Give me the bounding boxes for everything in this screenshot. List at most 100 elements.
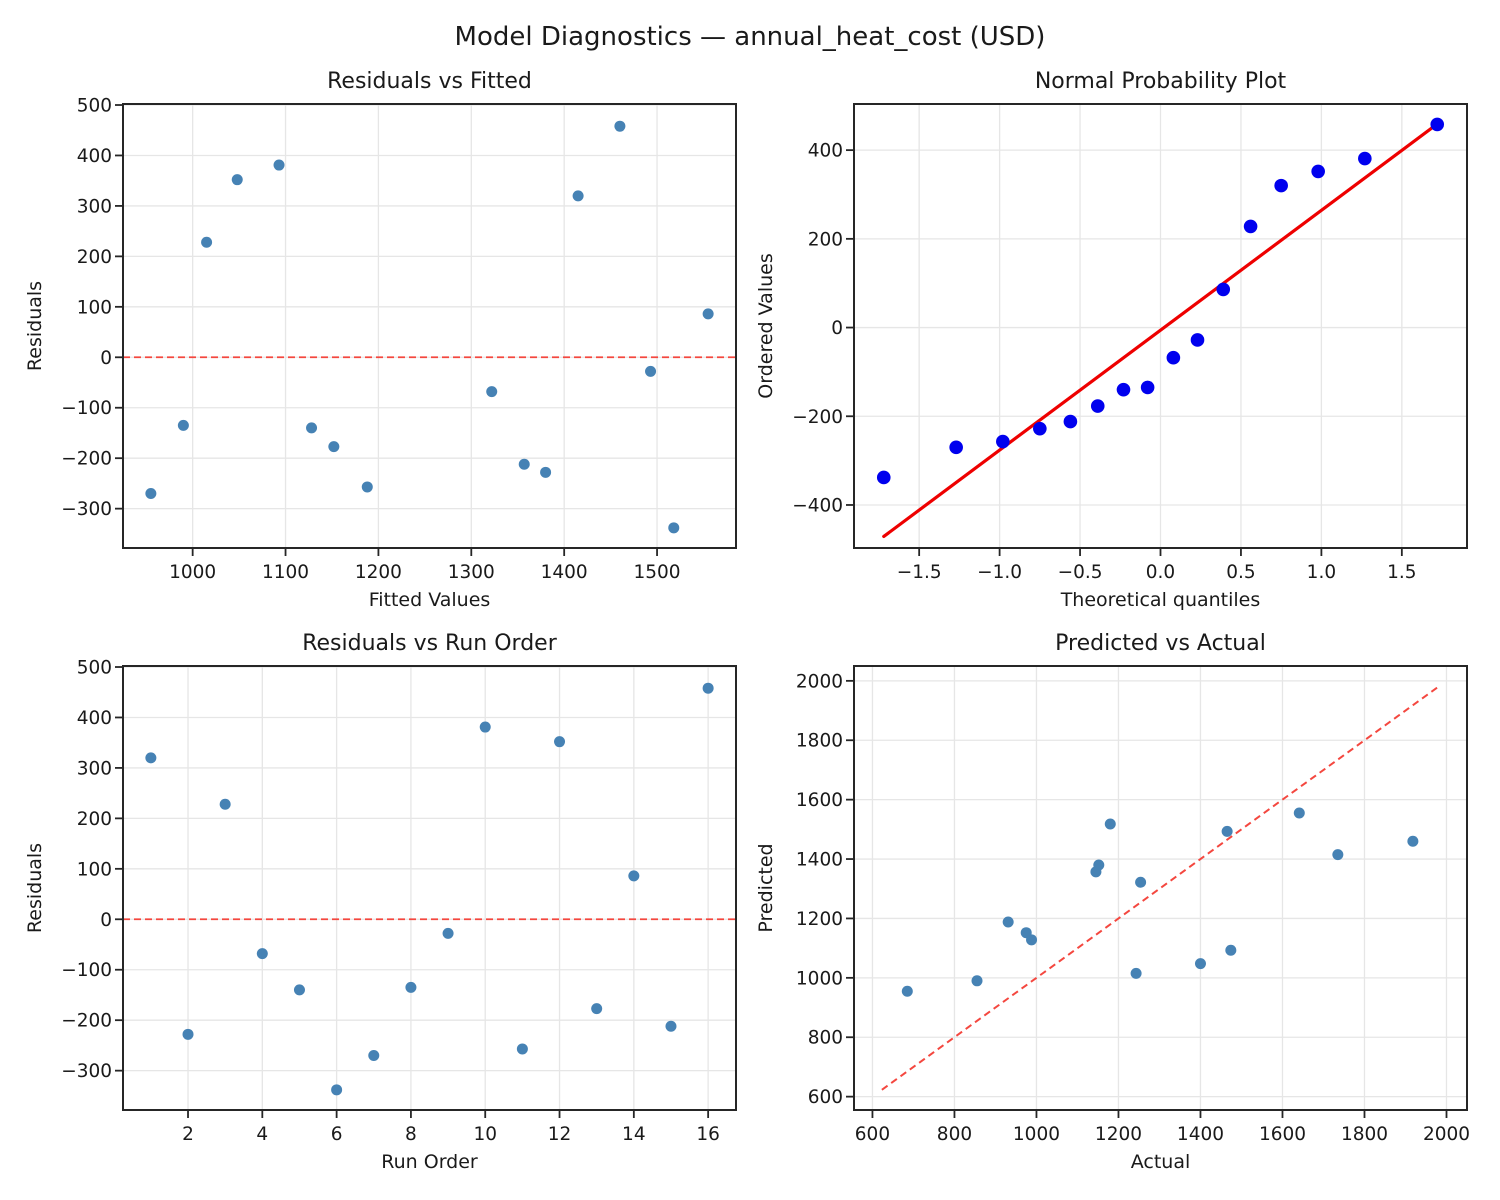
data-point [628,870,640,882]
subplot-title: Residuals vs Run Order [302,631,557,656]
data-point [1130,967,1142,979]
data-point [145,488,157,500]
data-point [361,481,373,493]
subplot-title: Predicted vs Actual [1055,631,1266,656]
x-tick-label: 0.5 [1226,562,1255,583]
residuals-vs-run-order: 2 4 6 8 10 12 14 16 −300 −200 −100 0 100 200 300 400 500… [24,631,737,1173]
x-tick-label: −1.5 [897,562,942,583]
subplot-title: Normal Probability Plot [1035,69,1287,94]
data-point [1243,219,1258,234]
data-point [1358,151,1372,166]
data-point [1190,333,1205,347]
y-tick-label: 1400 [796,850,843,871]
residuals-vs-fitted: 1000 1100 1200 1300 1400 1500 −300 −200 −100 0 100… [24,69,737,611]
predicted-vs-actual: 600 800 1000 1200 1400 1600 1800 2000 600 800 1000… [755,631,1470,1173]
data-point [328,441,340,453]
y-tick-label: 1200 [796,909,843,930]
data-point [668,522,680,534]
x-tick-label: 1000 [169,562,216,583]
x-tick-label: 6 [331,1124,343,1145]
data-point [645,365,657,377]
data-point [1194,958,1206,970]
y-tick-label: 600 [808,1087,843,1108]
x-tick-label: 1.5 [1387,562,1416,583]
data-point [1311,164,1325,179]
data-point [1140,380,1155,395]
x-tick-label: 1300 [448,562,495,583]
data-point [256,948,268,960]
x-axis-label: Theoretical quantiles [1060,589,1261,611]
y-tick-label: −400 [792,495,843,516]
data-point [1020,927,1032,939]
data-point [665,1020,677,1032]
data-point [1221,825,1233,837]
data-point [1135,876,1147,888]
y-tick-label: 300 [77,758,112,779]
axes-spines [122,665,737,1111]
y-tick-label: 200 [77,247,112,268]
y-tick-label: −100 [61,960,112,981]
y-tick-label: −200 [61,1011,112,1032]
y-tick-label: 400 [77,708,112,729]
data-point [949,440,963,455]
axes-spines [122,103,737,549]
data-point [1407,835,1419,847]
data-point [1104,818,1116,830]
x-tick-label: 2000 [1423,1124,1470,1145]
y-tick-label: −200 [792,407,843,428]
data-point [1002,916,1014,928]
data-point [540,466,552,478]
x-tick-label: 12 [548,1124,572,1145]
y-tick-label: −100 [61,398,112,419]
x-tick-label: 4 [256,1124,268,1145]
normal-fit-line [882,122,1439,539]
x-tick-label: 1200 [1095,1124,1142,1145]
y-tick-label: 0 [100,348,112,369]
y-tick-label: 400 [808,141,843,162]
x-tick-label: 2 [182,1124,194,1145]
y-tick-label: 500 [77,658,112,679]
y-axis-label: Predicted [755,843,777,932]
data-point [554,736,566,748]
data-point [1116,382,1131,397]
y-tick-label: 400 [77,146,112,167]
subplot-title: Residuals vs Fitted [327,69,532,94]
x-tick-label: 1.0 [1307,562,1336,583]
y-tick-label: 300 [77,196,112,217]
normal-probability-plot: −1.5 −1.0 −0.5 0.0 0.5 1.0 1.5 −400 −200 0 200 400 N… [755,69,1468,611]
y-tick-label: 500 [77,96,112,117]
data-point [996,434,1010,449]
data-point [971,975,983,987]
data-point [231,174,243,186]
data-point [572,190,584,202]
x-tick-label: −1.0 [977,562,1022,583]
y-tick-label: 2000 [796,671,843,692]
data-point [442,927,454,939]
x-tick-label: 16 [696,1124,720,1145]
x-tick-label: 800 [937,1124,972,1145]
x-tick-label: 1400 [1177,1124,1224,1145]
x-tick-label: 10 [473,1124,497,1145]
data-point [901,985,913,997]
y-tick-label: 0 [100,910,112,931]
x-tick-label: 0.0 [1146,562,1175,583]
data-point [1166,350,1181,365]
y-axis-label: Residuals [24,281,46,371]
data-point [1430,117,1445,132]
x-tick-label: 1200 [355,562,402,583]
data-point [486,386,498,398]
y-tick-label: 0 [831,318,843,339]
y-tick-label: 800 [808,1028,843,1049]
data-point [273,159,285,171]
data-point [1225,944,1237,956]
x-tick-label: 1100 [262,562,309,583]
data-point [219,798,231,810]
data-point [1274,178,1288,193]
data-point [405,981,417,993]
y-tick-label: 200 [808,229,843,250]
data-point [201,236,213,248]
y-tick-label: 1800 [796,731,843,752]
data-point [1216,282,1231,297]
data-point [306,422,318,434]
